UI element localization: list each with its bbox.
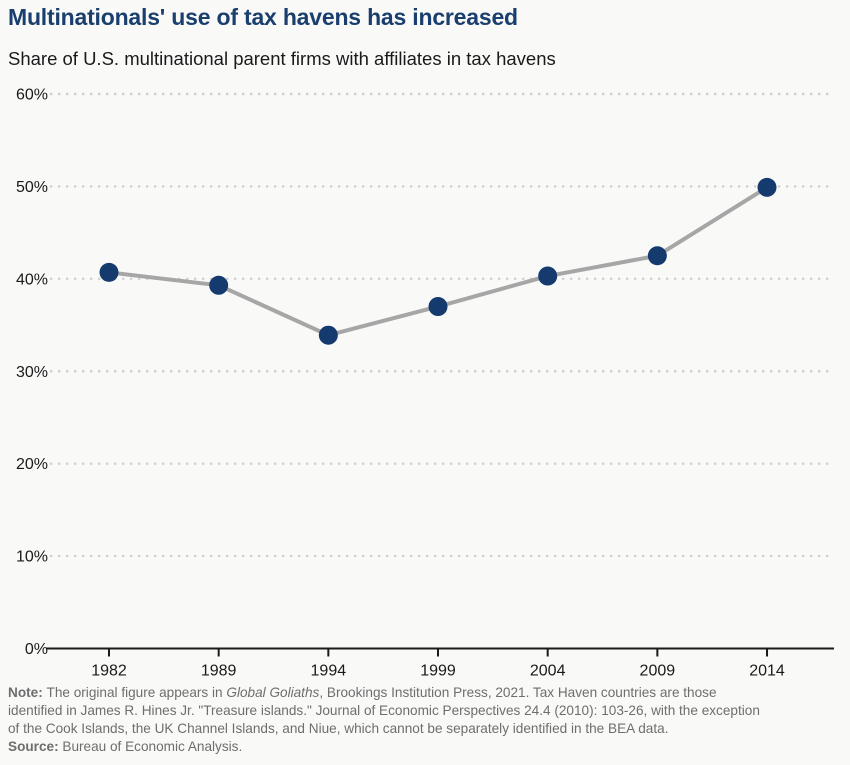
x-tick-label: 2014	[749, 663, 785, 680]
data-point-1989	[209, 275, 229, 295]
y-tick-label: 30%	[16, 364, 48, 381]
line-chart: 0% 10% 20% 30% 40% 50% 60% 1982 1989 1994 1999 2004…	[16, 87, 834, 680]
y-tick-label: 60%	[16, 87, 48, 104]
note-label: Note:	[8, 685, 47, 700]
source-label: Source:	[8, 739, 63, 754]
y-tick-label: 10%	[16, 549, 48, 566]
footnote: Note: The original figure appears in Glo…	[8, 684, 844, 756]
chart-subtitle: Share of U.S. multinational parent firms…	[8, 48, 556, 69]
x-tick-label: 2004	[530, 663, 566, 680]
y-tick-label: 50%	[16, 179, 48, 196]
note-text-rest: , Brookings Institution Press, 2021. Tax…	[8, 685, 760, 736]
data-point-1999	[428, 297, 448, 317]
source-text: Bureau of Economic Analysis.	[62, 739, 243, 754]
y-tick-label: 0%	[25, 641, 48, 658]
data-point-1982	[99, 262, 119, 282]
data-point-2009	[647, 246, 667, 266]
data-point-2004	[538, 266, 558, 286]
x-tick-label: 1989	[201, 663, 237, 680]
data-point-2014	[757, 177, 777, 197]
y-tick-label: 20%	[16, 456, 48, 473]
x-tick-label: 1982	[91, 663, 127, 680]
note-book-title: Global Goliaths	[226, 685, 320, 700]
chart-title: Multinationals' use of tax havens has in…	[8, 4, 518, 30]
x-tick-label: 2009	[640, 663, 676, 680]
note-text: The original figure appears in	[46, 685, 227, 700]
x-tick-label: 1999	[420, 663, 456, 680]
y-tick-label: 40%	[16, 271, 48, 288]
x-tick-label: 1994	[311, 663, 347, 680]
data-point-1994	[318, 325, 338, 345]
